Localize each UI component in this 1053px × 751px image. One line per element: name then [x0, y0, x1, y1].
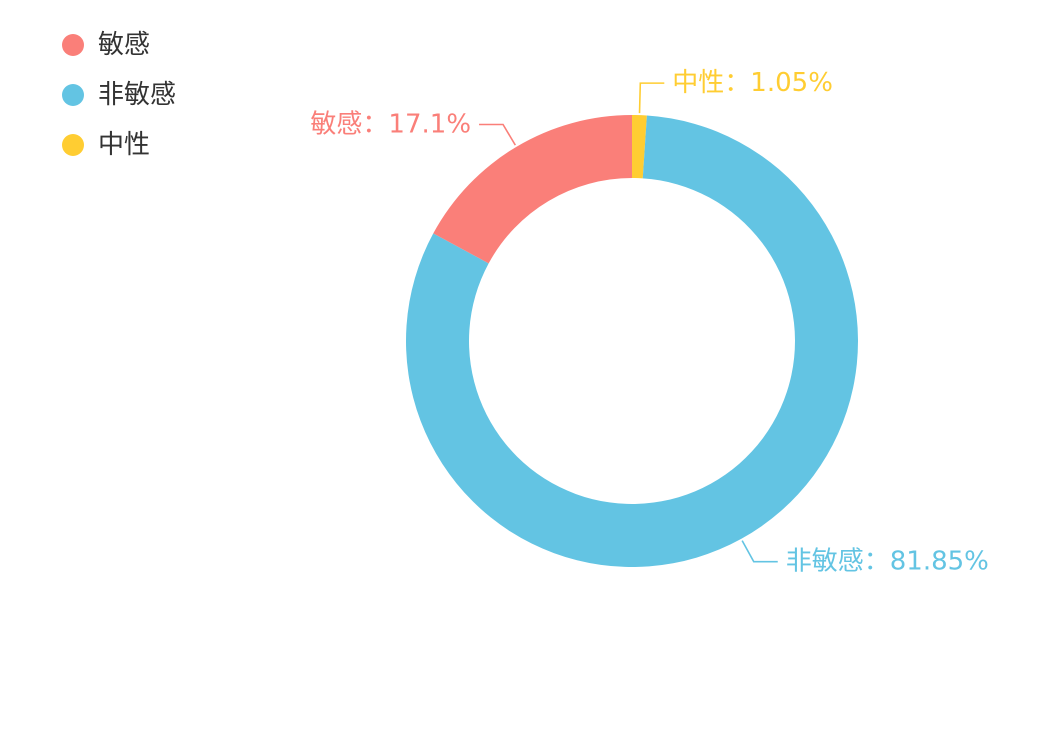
legend-item-sensitive[interactable]: 敏感 — [62, 20, 176, 70]
legend-item-non-sensitive[interactable]: 非敏感 — [62, 70, 176, 120]
legend: 敏感 非敏感 中性 — [62, 20, 176, 170]
pie-slice-2[interactable] — [433, 114, 632, 264]
legend-marker-icon — [62, 34, 84, 56]
leader-line-1 — [741, 540, 778, 563]
legend-marker-icon — [62, 134, 84, 156]
legend-item-neutral[interactable]: 中性 — [62, 120, 176, 170]
leader-line-0 — [638, 82, 665, 114]
data-label-1: 非敏感：81.85% — [786, 547, 989, 577]
legend-label: 中性 — [98, 130, 151, 160]
pie-slice-0[interactable] — [632, 115, 647, 179]
leader-line-2 — [479, 123, 517, 146]
legend-marker-icon — [62, 84, 84, 106]
data-label-0: 中性：1.05% — [672, 68, 833, 98]
legend-label: 敏感 — [98, 30, 151, 60]
legend-label: 非敏感 — [98, 80, 177, 110]
data-label-2: 敏感：17.1% — [310, 109, 471, 139]
